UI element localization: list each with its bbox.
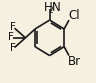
Text: F: F	[10, 43, 16, 53]
Text: F: F	[10, 22, 16, 32]
Text: Cl: Cl	[69, 9, 80, 22]
Text: F: F	[8, 32, 14, 42]
Text: 2: 2	[49, 6, 54, 15]
Text: N: N	[52, 1, 61, 14]
Text: Br: Br	[68, 55, 81, 68]
Text: H: H	[44, 1, 53, 14]
